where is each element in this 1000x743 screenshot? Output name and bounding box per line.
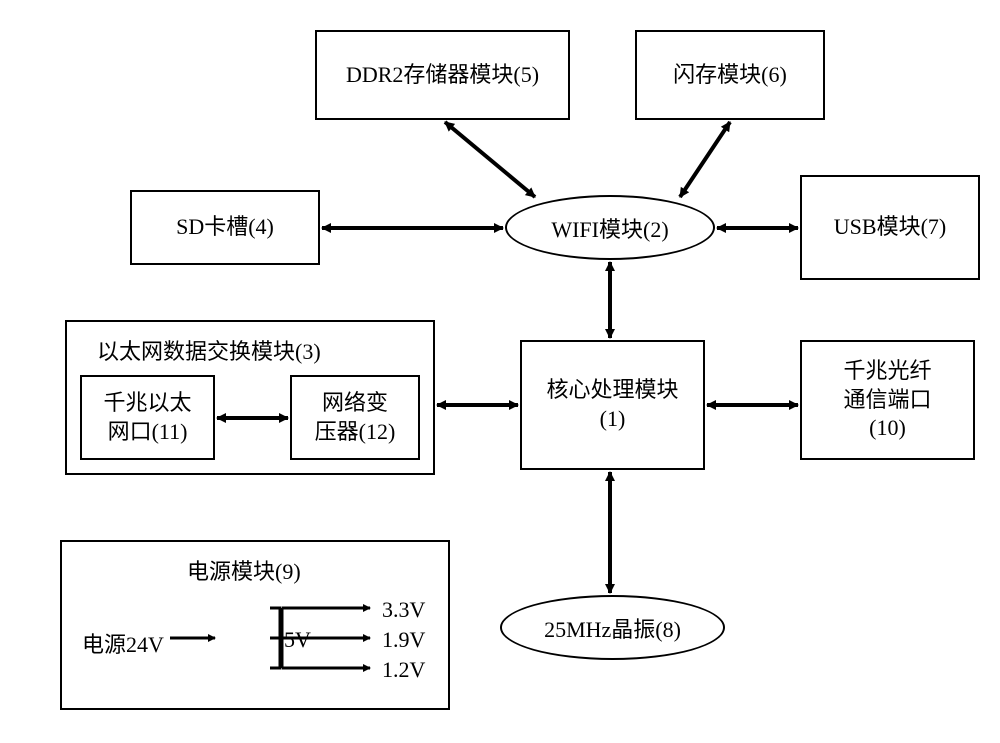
eth-xfmr-label: 网络变 压器(12) (315, 389, 396, 446)
eth-port-label: 千兆以太 网口(11) (103, 389, 191, 446)
power-out-2: 1.2V (382, 657, 425, 683)
power-out-0: 3.3V (382, 597, 425, 623)
usb-label: USB模块(7) (834, 213, 946, 242)
wifi-label: WIFI模块(2) (551, 212, 668, 244)
wifi-ellipse: WIFI模块(2) (505, 195, 715, 260)
osc-label: 25MHz晶振(8) (544, 612, 681, 644)
power-input: 电源24V (82, 627, 164, 659)
fiber-box: 千兆光纤 通信端口 (10) (800, 340, 975, 460)
power-stage1: 5V (284, 627, 311, 653)
power-label: 电源模块(9) (187, 554, 301, 586)
ddr2-box: DDR2存储器模块(5) (315, 30, 570, 120)
ddr2-label: DDR2存储器模块(5) (346, 61, 539, 90)
core-label: 核心处理模块 (1) (546, 376, 678, 433)
eth-port-box: 千兆以太 网口(11) (80, 375, 215, 460)
usb-box: USB模块(7) (800, 175, 980, 280)
arrow-flash-wifi (680, 122, 730, 197)
eth-switch-label: 以太网数据交换模块(3) (97, 334, 321, 366)
osc-ellipse: 25MHz晶振(8) (500, 595, 725, 660)
power-out-1: 1.9V (382, 627, 425, 653)
eth-xfmr-box: 网络变 压器(12) (290, 375, 420, 460)
diagram-canvas: DDR2存储器模块(5) 闪存模块(6) SD卡槽(4) WIFI模块(2) U… (0, 0, 1000, 743)
flash-box: 闪存模块(6) (635, 30, 825, 120)
sd-label: SD卡槽(4) (176, 213, 274, 242)
arrow-ddr2-wifi (445, 122, 535, 197)
flash-label: 闪存模块(6) (673, 61, 787, 90)
fiber-label: 千兆光纤 通信端口 (10) (843, 357, 931, 443)
power-container: 电源模块(9) 电源24V 5V 3.3V 1.9V 1.2V (60, 540, 450, 710)
sd-box: SD卡槽(4) (130, 190, 320, 265)
core-box: 核心处理模块 (1) (520, 340, 705, 470)
